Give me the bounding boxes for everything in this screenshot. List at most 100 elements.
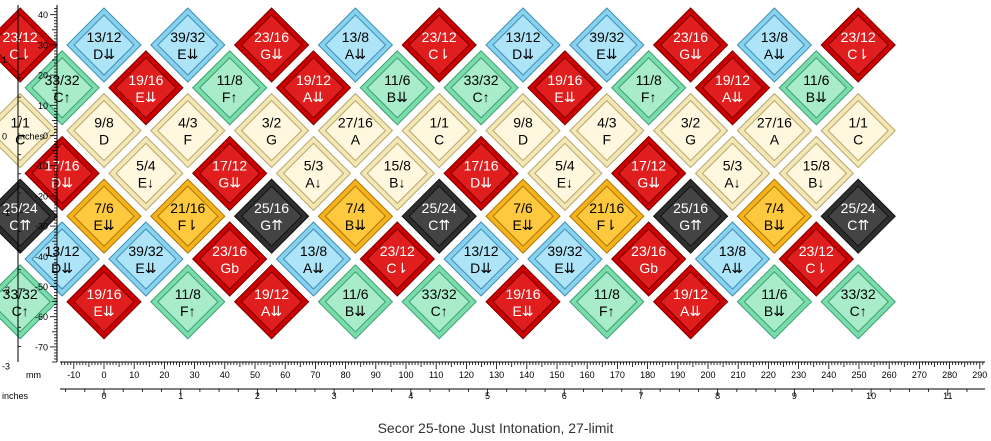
key-0-6[interactable]: 13/12D⇊ <box>485 7 561 83</box>
bottom-mm-label: 80 <box>341 370 351 380</box>
key-2-0[interactable]: 1/1C <box>0 92 58 169</box>
key-6-3[interactable]: 19/12A⇊ <box>233 264 310 340</box>
key-note: A⇊ <box>722 89 743 105</box>
bottom-mm-label: 130 <box>489 370 504 380</box>
key-note: C <box>15 132 25 148</box>
key-5-3[interactable]: 13/8A⇊ <box>275 221 352 297</box>
key-0-7[interactable]: 39/32E⇊ <box>569 7 645 83</box>
key-5-6[interactable]: 39/32E⇊ <box>527 221 603 297</box>
key-inner <box>576 99 638 162</box>
key-3-9[interactable]: 15/8B↓ <box>778 135 855 212</box>
key-1-2[interactable]: 11/8F↑ <box>191 50 268 126</box>
key-2-3[interactable]: 3/2G <box>233 92 310 169</box>
key-3-2[interactable]: 17/12G⇊ <box>191 135 268 212</box>
key-3-1[interactable]: 5/4E↓ <box>108 135 184 212</box>
key-ratio: 11/8 <box>175 286 201 302</box>
key-3-6[interactable]: 5/4E↓ <box>527 135 603 212</box>
key-6-0[interactable]: 33/32C↑ <box>0 264 58 340</box>
key-3-7[interactable]: 17/12G⇊ <box>610 135 687 212</box>
key-6-1[interactable]: 19/16E⇊ <box>66 264 142 340</box>
key-inner <box>0 185 51 247</box>
key-2-4[interactable]: 27/16A <box>317 92 394 169</box>
key-ratio: 21/16 <box>170 200 205 216</box>
key-1-8[interactable]: 19/12A⇊ <box>694 50 771 126</box>
key-5-1[interactable]: 39/32E⇊ <box>108 221 184 297</box>
key-5-0[interactable]: 13/12D⇊ <box>24 221 100 297</box>
key-0-0[interactable]: 23/12C⇂ <box>0 7 58 83</box>
key-2-10[interactable]: 1/1C <box>820 92 896 169</box>
key-4-3[interactable]: 25/16G⇈ <box>233 178 310 254</box>
key-4-0[interactable]: 25/24C⇈ <box>0 178 58 254</box>
key-inner <box>617 142 680 205</box>
key-2-5[interactable]: 1/1C <box>401 92 477 169</box>
key-ratio: 23/12 <box>799 243 834 259</box>
key-0-8[interactable]: 23/16G⇊ <box>652 7 729 83</box>
key-3-4[interactable]: 15/8B↓ <box>359 135 436 212</box>
key-2-1[interactable]: 9/8D <box>66 92 142 169</box>
key-5-5[interactable]: 13/12D⇊ <box>443 221 519 297</box>
key-1-5[interactable]: 33/32C↑ <box>443 50 519 126</box>
key-2-2[interactable]: 4/3F <box>150 92 226 169</box>
key-note: E⇊ <box>512 217 533 233</box>
key-note: F <box>184 132 193 148</box>
key-0-3[interactable]: 23/16G⇊ <box>233 7 310 83</box>
key-note: D⇊ <box>470 260 492 276</box>
key-6-9[interactable]: 11/6B⇊ <box>736 264 813 340</box>
key-5-9[interactable]: 23/12C⇂ <box>778 221 855 297</box>
key-4-8[interactable]: 25/16G⇈ <box>652 178 729 254</box>
key-note: G <box>685 132 696 148</box>
key-inner <box>0 14 51 76</box>
key-ratio: 19/16 <box>547 72 582 88</box>
key-ratio: 7/4 <box>346 200 366 216</box>
key-6-2[interactable]: 11/8F↑ <box>150 264 226 340</box>
key-0-2[interactable]: 39/32E⇊ <box>150 7 226 83</box>
key-1-7[interactable]: 11/8F↑ <box>610 50 687 126</box>
key-inner <box>408 185 470 247</box>
key-1-1[interactable]: 19/16E⇊ <box>108 50 184 126</box>
key-6-10[interactable]: 33/32C↑ <box>820 264 896 340</box>
key-6-4[interactable]: 11/6B⇊ <box>317 264 394 340</box>
key-note: C↑ <box>431 303 448 319</box>
key-4-10[interactable]: 25/24C⇈ <box>820 178 896 254</box>
key-2-7[interactable]: 4/3F <box>569 92 645 169</box>
key-2-6[interactable]: 9/8D <box>485 92 561 169</box>
key-5-4[interactable]: 23/12C⇂ <box>359 221 436 297</box>
key-note: F <box>603 132 612 148</box>
key-1-9[interactable]: 11/6B⇊ <box>778 50 855 126</box>
key-4-4[interactable]: 7/4B⇊ <box>317 178 394 254</box>
key-2-9[interactable]: 27/16A <box>736 92 813 169</box>
key-note: C <box>853 132 863 148</box>
key-6-8[interactable]: 19/12A⇊ <box>652 264 729 340</box>
key-4-1[interactable]: 7/6E⇊ <box>66 178 142 254</box>
key-5-8[interactable]: 13/8A⇊ <box>694 221 771 297</box>
key-ratio: 33/32 <box>45 72 80 88</box>
key-3-3[interactable]: 5/3A↓ <box>275 135 352 212</box>
key-3-5[interactable]: 17/16D⇊ <box>443 135 519 212</box>
key-0-4[interactable]: 13/8A⇊ <box>317 7 394 83</box>
key-0-5[interactable]: 23/12C⇂ <box>401 7 477 83</box>
key-inner <box>617 228 680 290</box>
key-4-2[interactable]: 21/16F⇂ <box>150 178 226 254</box>
key-6-6[interactable]: 19/16E⇊ <box>485 264 561 340</box>
key-4-5[interactable]: 25/24C⇈ <box>401 178 477 254</box>
key-1-0[interactable]: 33/32C↑ <box>24 50 100 126</box>
key-1-6[interactable]: 19/16E⇊ <box>527 50 603 126</box>
key-0-10[interactable]: 23/12C⇂ <box>820 7 896 83</box>
key-inner <box>450 142 512 205</box>
key-2-8[interactable]: 3/2G <box>652 92 729 169</box>
key-6-7[interactable]: 11/8F↑ <box>569 264 645 340</box>
key-4-7[interactable]: 21/16F⇂ <box>569 178 645 254</box>
key-0-9[interactable]: 13/8A⇊ <box>736 7 813 83</box>
key-4-9[interactable]: 7/4B⇊ <box>736 178 813 254</box>
key-1-3[interactable]: 19/12A⇊ <box>275 50 352 126</box>
key-ratio: 9/8 <box>513 115 533 131</box>
key-inner <box>827 14 889 76</box>
key-6-5[interactable]: 33/32C↑ <box>401 264 477 340</box>
key-0-1[interactable]: 13/12D⇊ <box>66 7 142 83</box>
key-inner <box>240 271 303 333</box>
key-4-6[interactable]: 7/6E⇊ <box>485 178 561 254</box>
key-1-4[interactable]: 11/6B⇊ <box>359 50 436 126</box>
key-3-8[interactable]: 5/3A↓ <box>694 135 771 212</box>
